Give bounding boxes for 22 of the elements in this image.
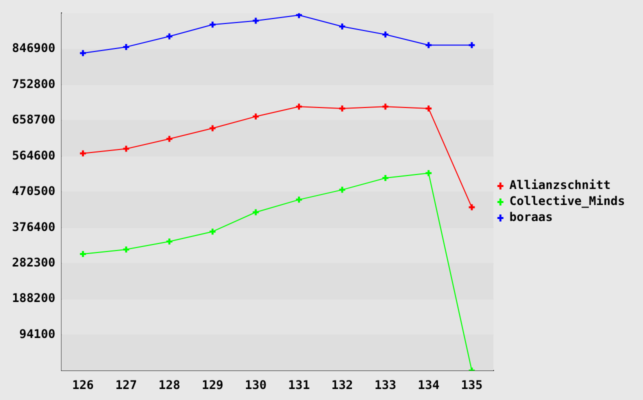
x-tick-label: 128 (158, 378, 180, 392)
y-tick-label: 846900 (12, 41, 56, 56)
y-tick-label: 188200 (12, 291, 56, 306)
y-tick-label: 282300 (12, 256, 56, 270)
x-tick-label: 133 (374, 378, 396, 392)
x-tick-label: 130 (244, 378, 267, 392)
x-tick-label: 134 (418, 378, 440, 392)
x-tick-label: 132 (331, 378, 354, 392)
y-tick-label: 564600 (12, 148, 56, 162)
legend-label: Collective_Minds (509, 194, 625, 208)
legend-label: boraas (509, 210, 553, 224)
y-tick-label: 470500 (12, 184, 56, 198)
y-tick-label: 752800 (12, 76, 56, 91)
y-tick-label: 376400 (12, 220, 56, 234)
x-tick-label: 131 (288, 378, 310, 392)
x-tick-label: 127 (115, 378, 137, 392)
legend-label: Allianzschnitt (509, 178, 611, 192)
x-tick-label: 129 (202, 378, 224, 392)
y-tick-label: 658700 (12, 112, 56, 127)
y-tick-label: 94100 (19, 326, 56, 341)
x-tick-label: 126 (72, 378, 94, 392)
x-tick-label: 135 (460, 378, 483, 392)
